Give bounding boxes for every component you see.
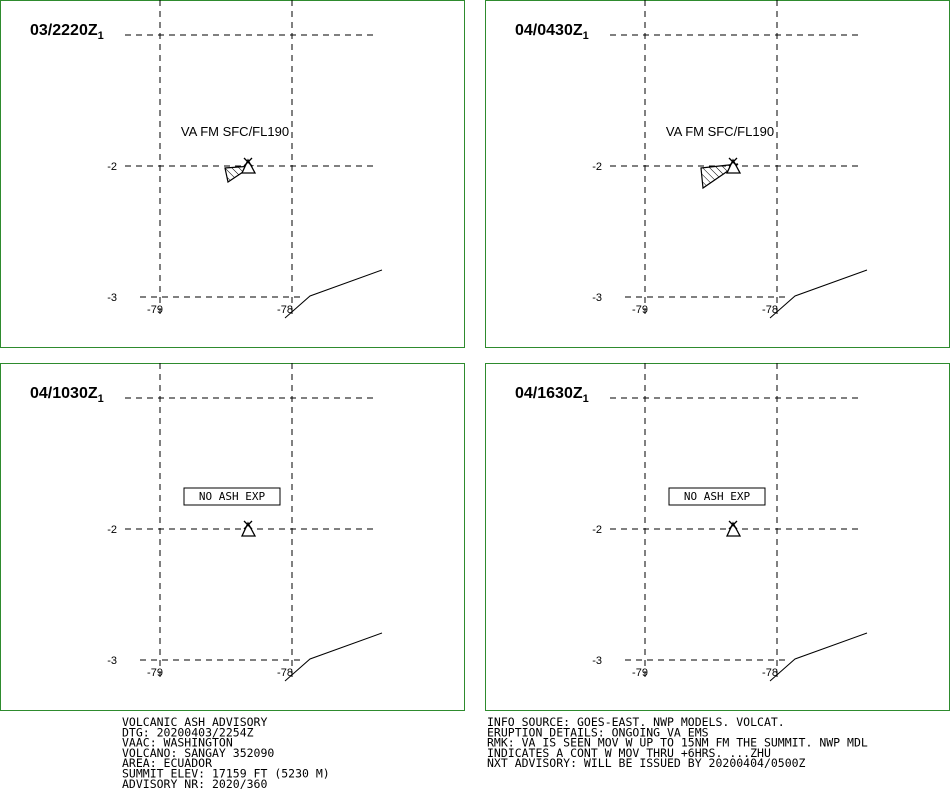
volcano-symbol: [725, 521, 742, 537]
annotation-box: [668, 487, 766, 506]
lat-label: -3: [592, 655, 602, 667]
lat-label: -3: [107, 292, 117, 304]
valid-time-sub: 1: [98, 393, 104, 405]
lat-label: -2: [592, 524, 602, 536]
volcano-eruption: [728, 520, 738, 530]
coastline: [284, 269, 383, 319]
valid-time: 04/1630Z1: [515, 385, 589, 405]
advisory-line: ERUPTION DETAILS: ONGOING VA EMS: [487, 725, 709, 739]
panel-border: [0, 0, 465, 348]
advisory-line: SUMMIT ELEV: 17159 FT (5230 M): [122, 767, 330, 781]
valid-time-text: 04/0430Z: [515, 22, 583, 39]
valid-time-text: 03/2220Z: [30, 22, 98, 39]
panel-border: [485, 363, 950, 711]
valid-time: 03/2220Z1: [30, 22, 104, 42]
annotation: VA FM SFC/FL190: [666, 124, 774, 139]
advisory-line: DTG: 20200403/2254Z: [122, 725, 254, 739]
lon-label: -79: [147, 667, 163, 679]
lon-label: -78: [762, 304, 778, 316]
volcano-eruption: [243, 157, 253, 167]
advisory-line: VAAC: WASHINGTON: [122, 736, 233, 750]
lon-label: -78: [762, 667, 778, 679]
advisory-line: ADVISORY NR: 2020/360: [122, 777, 267, 791]
lat-label: -3: [592, 292, 602, 304]
valid-time-text: 04/1030Z: [30, 385, 98, 402]
coastline: [769, 632, 868, 682]
advisory-line: INFO SOURCE: GOES-EAST. NWP MODELS. VOLC…: [487, 715, 785, 729]
annotation: NO ASH EXP: [684, 490, 751, 503]
lon-label: -78: [277, 667, 293, 679]
valid-time-text: 04/1630Z: [515, 385, 583, 402]
volcano-symbol: [240, 521, 257, 537]
lat-label: -2: [107, 524, 117, 536]
map-panel: -2 -3 -79 -78 03/2220Z1 VA FM SFC/FL190: [0, 0, 465, 348]
valid-time: 04/0430Z1: [515, 22, 589, 42]
lat-label: -2: [592, 161, 602, 173]
valid-time: 04/1030Z1: [30, 385, 104, 405]
advisory-line: AREA: ECUADOR: [122, 756, 212, 770]
volcano-symbol: [725, 158, 742, 174]
valid-time-sub: 1: [98, 30, 104, 42]
map-panel: -2 -3 -79 -78 04/1630Z1 NO ASH EXP: [485, 363, 950, 711]
advisory-line: NXT ADVISORY: WILL BE ISSUED BY 20200404…: [487, 756, 806, 770]
volcano-symbol: [240, 158, 257, 174]
lon-label: -79: [147, 304, 163, 316]
lon-label: -79: [632, 304, 648, 316]
lon-label: -78: [277, 304, 293, 316]
lat-label: -3: [107, 655, 117, 667]
coastline: [284, 632, 383, 682]
advisory-line: VOLCANO: SANGAY 352090: [122, 746, 274, 760]
annotation: VA FM SFC/FL190: [181, 124, 289, 139]
valid-time-sub: 1: [583, 30, 589, 42]
panel-border: [0, 363, 465, 711]
lat-label: -2: [107, 161, 117, 173]
volcano-eruption: [243, 520, 253, 530]
lon-label: -79: [632, 667, 648, 679]
advisory-line: RMK: VA IS SEEN MOV W UP TO 15NM FM THE …: [487, 736, 868, 750]
map-panel: -2 -3 -79 -78 04/0430Z1 VA FM SFC/FL190: [485, 0, 950, 348]
annotation-box: [183, 487, 281, 506]
advisory-line: VOLCANIC ASH ADVISORY: [122, 715, 267, 729]
coastline: [769, 269, 868, 319]
annotation: NO ASH EXP: [199, 490, 266, 503]
map-panel: -2 -3 -79 -78 04/1030Z1 NO ASH EXP: [0, 363, 465, 711]
advisory-line: INDICATES A CONT W MOV THRU +6HRS. ...ZH…: [487, 746, 771, 760]
valid-time-sub: 1: [583, 393, 589, 405]
volcano-eruption: [728, 157, 738, 167]
